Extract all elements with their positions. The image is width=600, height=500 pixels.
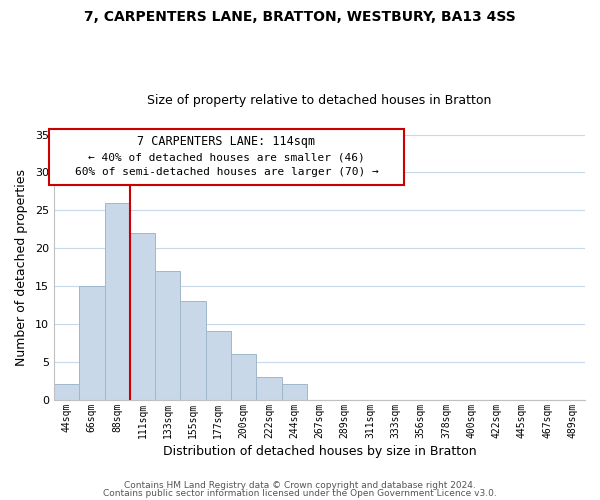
- Bar: [181, 301, 206, 400]
- Bar: [231, 354, 256, 400]
- Text: 60% of semi-detached houses are larger (70) →: 60% of semi-detached houses are larger (…: [74, 167, 379, 177]
- X-axis label: Distribution of detached houses by size in Bratton: Distribution of detached houses by size …: [163, 444, 476, 458]
- Bar: [256, 377, 281, 400]
- Text: Contains public sector information licensed under the Open Government Licence v3: Contains public sector information licen…: [103, 488, 497, 498]
- Y-axis label: Number of detached properties: Number of detached properties: [15, 168, 28, 366]
- Text: Contains HM Land Registry data © Crown copyright and database right 2024.: Contains HM Land Registry data © Crown c…: [124, 481, 476, 490]
- Text: 7 CARPENTERS LANE: 114sqm: 7 CARPENTERS LANE: 114sqm: [137, 136, 316, 148]
- FancyBboxPatch shape: [49, 130, 404, 185]
- Title: Size of property relative to detached houses in Bratton: Size of property relative to detached ho…: [147, 94, 491, 107]
- Bar: [79, 286, 104, 400]
- Bar: [206, 332, 231, 400]
- Bar: [130, 233, 155, 400]
- Text: ← 40% of detached houses are smaller (46): ← 40% of detached houses are smaller (46…: [88, 152, 365, 162]
- Bar: [281, 384, 307, 400]
- Bar: [104, 202, 130, 400]
- Bar: [54, 384, 79, 400]
- Bar: [155, 271, 181, 400]
- Text: 7, CARPENTERS LANE, BRATTON, WESTBURY, BA13 4SS: 7, CARPENTERS LANE, BRATTON, WESTBURY, B…: [84, 10, 516, 24]
